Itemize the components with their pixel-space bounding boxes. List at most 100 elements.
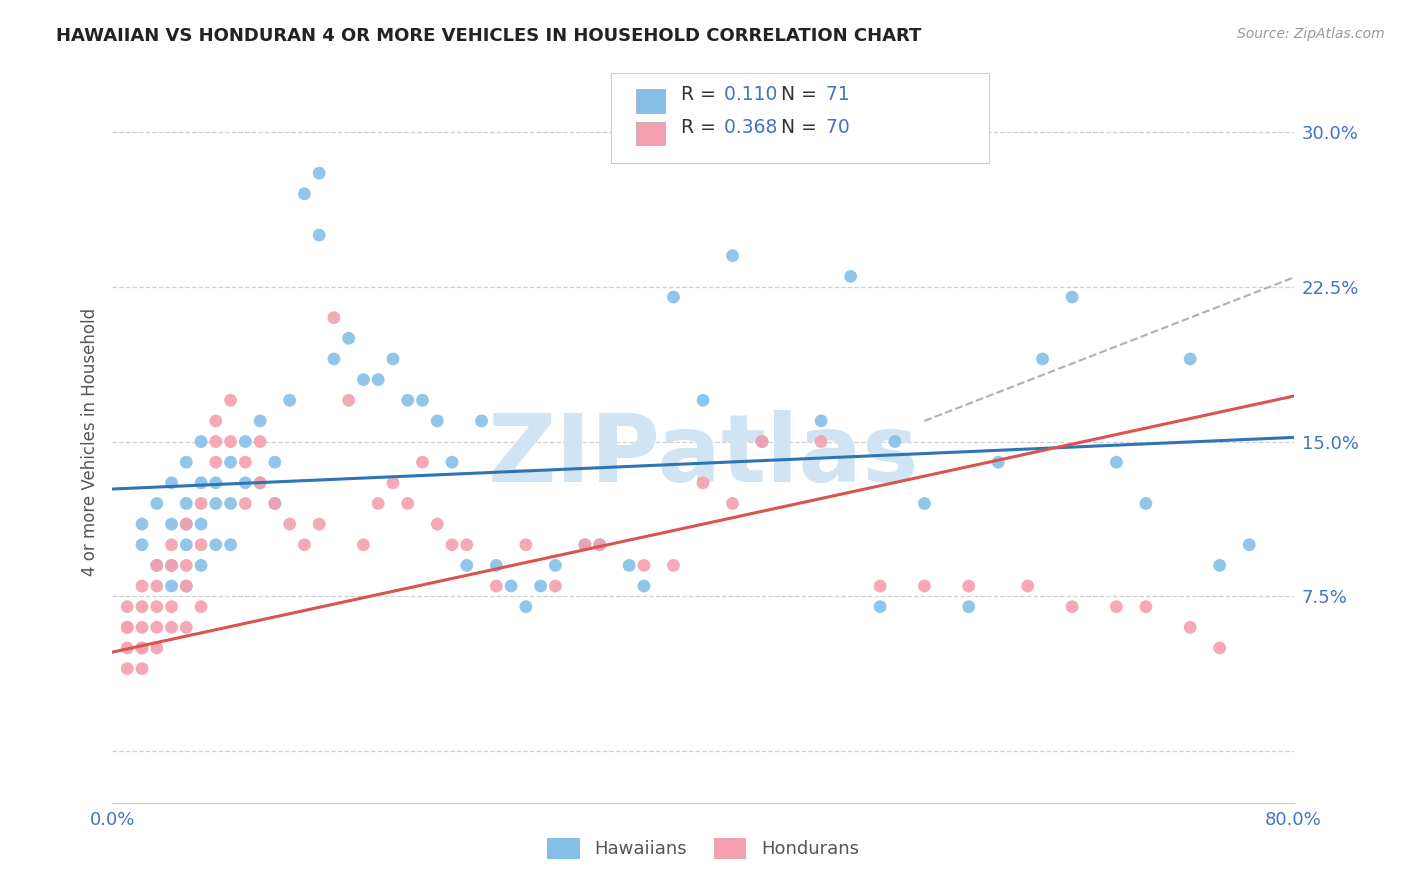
Point	[160, 475, 183, 490]
Point	[721, 249, 744, 263]
Point	[205, 414, 228, 428]
Point	[810, 414, 832, 428]
Point	[219, 496, 242, 510]
Point	[323, 310, 346, 325]
Point	[869, 579, 891, 593]
Point	[1062, 599, 1084, 614]
Point	[426, 414, 449, 428]
Point	[411, 393, 433, 408]
Point	[544, 579, 567, 593]
Point	[367, 373, 389, 387]
FancyBboxPatch shape	[636, 122, 665, 145]
Point	[190, 538, 212, 552]
Point	[337, 331, 360, 345]
Point	[662, 290, 685, 304]
Point	[160, 579, 183, 593]
Point	[1105, 599, 1128, 614]
Point	[810, 434, 832, 449]
Point	[219, 455, 242, 469]
Point	[174, 558, 197, 573]
Point	[957, 579, 980, 593]
Point	[264, 496, 287, 510]
Point	[1178, 620, 1201, 634]
Point	[456, 538, 478, 552]
Point	[884, 434, 907, 449]
Point	[692, 393, 714, 408]
Text: 0.368: 0.368	[718, 118, 778, 136]
Point	[839, 269, 862, 284]
Point	[190, 599, 212, 614]
Point	[131, 579, 153, 593]
Point	[131, 599, 153, 614]
Point	[1135, 599, 1157, 614]
Point	[146, 558, 169, 573]
Point	[308, 517, 330, 532]
Point	[249, 414, 271, 428]
Point	[292, 186, 315, 201]
Point	[914, 579, 936, 593]
Point	[233, 455, 256, 469]
Point	[869, 599, 891, 614]
Point	[146, 579, 169, 593]
Point	[146, 558, 169, 573]
Point	[174, 455, 197, 469]
Point	[588, 538, 610, 552]
Point	[501, 579, 523, 593]
Point	[308, 166, 330, 180]
Point	[131, 538, 153, 552]
Point	[1105, 455, 1128, 469]
Point	[957, 599, 980, 614]
Point	[146, 620, 169, 634]
Point	[485, 558, 508, 573]
Point	[485, 579, 508, 593]
Point	[396, 393, 419, 408]
Point	[515, 599, 537, 614]
Point	[174, 496, 197, 510]
Point	[751, 434, 773, 449]
Point	[1208, 558, 1232, 573]
Point	[529, 579, 551, 593]
Point	[367, 496, 389, 510]
Text: Source: ZipAtlas.com: Source: ZipAtlas.com	[1237, 27, 1385, 41]
Point	[619, 558, 641, 573]
Point	[721, 496, 744, 510]
Point	[131, 517, 153, 532]
Point	[205, 538, 228, 552]
Point	[131, 620, 153, 634]
Point	[352, 538, 374, 552]
Point	[633, 579, 655, 593]
Point	[914, 496, 936, 510]
Point	[174, 517, 197, 532]
Point	[190, 517, 212, 532]
Point	[131, 640, 153, 655]
Point	[160, 599, 183, 614]
Point	[426, 517, 449, 532]
Point	[190, 434, 212, 449]
Point	[574, 538, 596, 552]
Text: R =: R =	[681, 118, 721, 136]
Point	[987, 455, 1010, 469]
Point	[219, 538, 242, 552]
Point	[219, 434, 242, 449]
Point	[131, 640, 153, 655]
Point	[205, 475, 228, 490]
Point	[146, 640, 169, 655]
Point	[1017, 579, 1039, 593]
Point	[515, 538, 537, 552]
Point	[146, 599, 169, 614]
Point	[131, 662, 153, 676]
Point	[633, 558, 655, 573]
Point	[692, 475, 714, 490]
Point	[205, 455, 228, 469]
Point	[174, 538, 197, 552]
Point	[249, 475, 271, 490]
Point	[160, 538, 183, 552]
Point	[323, 351, 346, 366]
Text: N =: N =	[769, 118, 823, 136]
Point	[470, 414, 494, 428]
Point	[233, 475, 256, 490]
Point	[233, 434, 256, 449]
Point	[190, 496, 212, 510]
Point	[264, 496, 287, 510]
Point	[174, 620, 197, 634]
